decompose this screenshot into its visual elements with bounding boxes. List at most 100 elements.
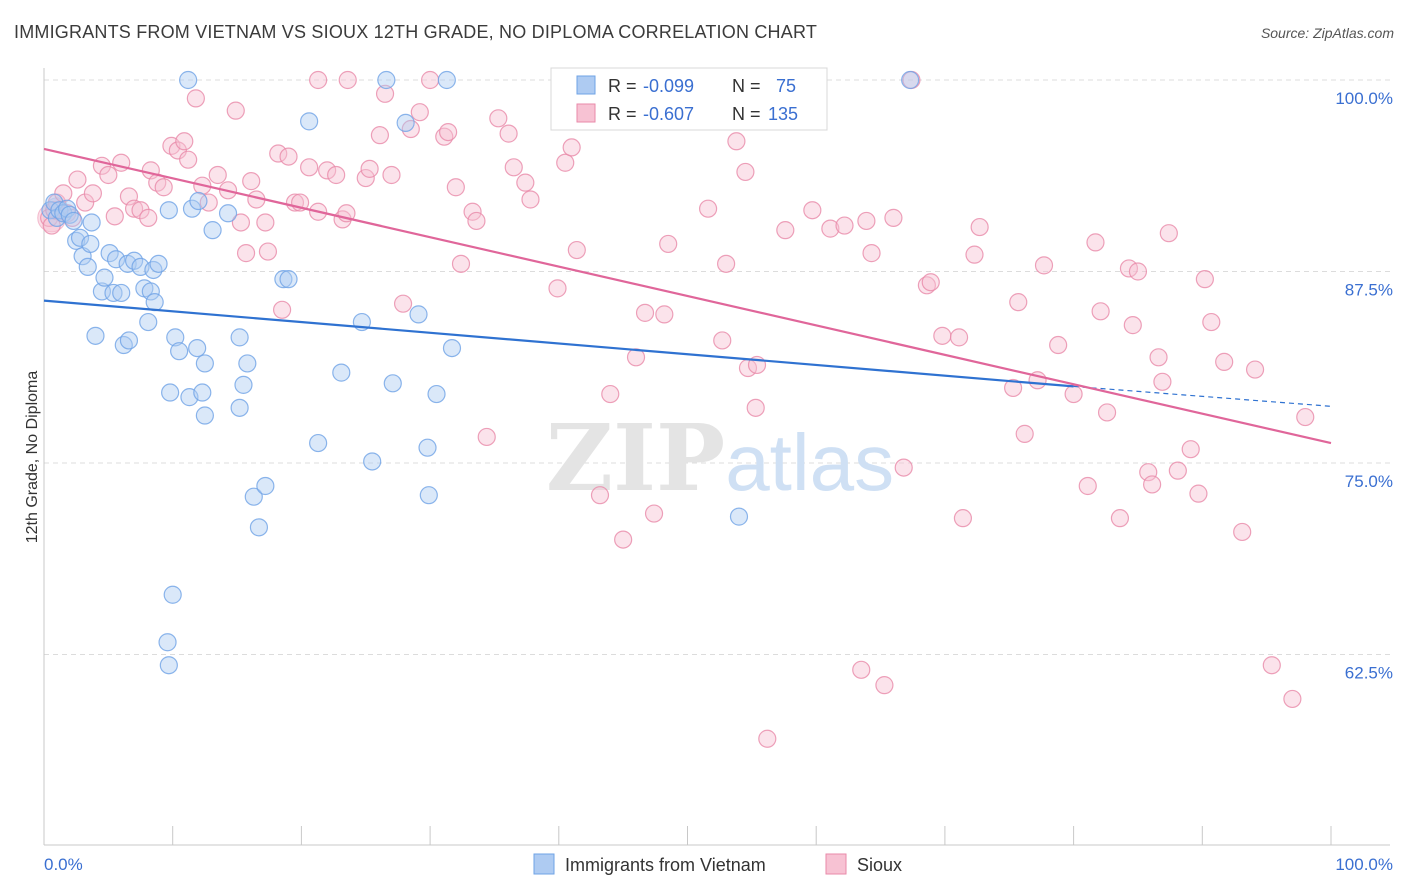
sioux-point: [894, 458, 913, 477]
sioux-point: [835, 216, 854, 235]
sioux-point: [1283, 689, 1302, 709]
sioux-point: [1189, 484, 1208, 503]
sioux-point: [521, 190, 540, 209]
vietnam-point: [179, 70, 198, 90]
sioux-point: [124, 199, 144, 218]
sioux-point: [1262, 656, 1281, 675]
x-tick-label: 0.0%: [44, 855, 83, 874]
sioux-point: [499, 124, 518, 143]
sioux-point: [821, 219, 840, 238]
sioux-point: [644, 504, 664, 523]
sioux-point: [393, 294, 413, 313]
vietnam-point: [158, 633, 177, 652]
sioux-point: [258, 242, 278, 261]
sioux-point: [1009, 293, 1028, 312]
sioux-point: [226, 101, 245, 120]
sioux-point: [99, 165, 118, 185]
vietnam-point: [363, 452, 382, 471]
vietnam-point: [256, 476, 275, 496]
vietnam-point: [119, 331, 139, 350]
vietnam-point: [332, 363, 351, 382]
legend-swatch-sioux: [576, 103, 596, 123]
sioux-point: [1143, 475, 1162, 494]
bottom-legend-label: Immigrants from Vietnam: [565, 855, 766, 875]
vietnam-point: [170, 342, 189, 361]
sioux-point: [1123, 316, 1142, 335]
sioux-point: [463, 202, 482, 221]
vietnam-point: [427, 384, 446, 404]
sioux-point: [154, 178, 173, 197]
sioux-point: [1181, 440, 1200, 459]
vietnam-point: [309, 433, 328, 453]
vietnam-point: [901, 70, 920, 90]
x-tick-labels: 0.0% 100.0%: [44, 855, 1393, 874]
sioux-point: [489, 109, 508, 128]
vietnam-point: [383, 374, 402, 393]
sioux-point: [139, 208, 158, 227]
sioux-point: [375, 84, 395, 103]
sioux-point: [556, 153, 575, 172]
sioux-point: [1245, 360, 1265, 379]
vietnam-point: [161, 383, 180, 402]
vietnam-point: [70, 228, 90, 247]
y-tick-label: 75.0%: [1345, 472, 1393, 491]
vietnam-point: [145, 293, 164, 312]
sioux-point: [1049, 335, 1068, 355]
sioux-point: [256, 213, 275, 232]
vietnam-point: [195, 406, 214, 425]
legend-r-label: R =: [608, 76, 637, 96]
sioux-point: [1086, 233, 1105, 252]
vietnam-point: [274, 270, 293, 289]
y-tick-labels: 100.0% 87.5% 75.0% 62.5%: [1335, 89, 1393, 683]
y-tick-label: 62.5%: [1345, 664, 1393, 683]
sioux-point: [857, 211, 876, 231]
sioux-point: [659, 234, 678, 254]
top-legend: R = -0.099 N = 75 R = -0.607 N = 135: [550, 67, 828, 131]
vietnam-trend-line: [43, 299, 1074, 388]
vietnam-point: [78, 257, 97, 277]
sioux-point: [175, 132, 194, 151]
vietnam-point: [300, 112, 319, 131]
vietnam-point: [104, 283, 123, 303]
sioux-point: [179, 150, 198, 169]
vietnam-point: [86, 326, 105, 345]
sioux-point: [562, 138, 581, 157]
sioux-point: [567, 240, 586, 260]
sioux-point: [1153, 372, 1172, 391]
sioux-point: [1097, 403, 1117, 422]
vietnam-point: [159, 656, 178, 675]
vietnam-point: [95, 268, 114, 287]
axes: [43, 68, 1390, 846]
vietnam-point: [141, 282, 160, 301]
sioux-point: [451, 254, 471, 273]
vietnam-point: [64, 211, 83, 231]
vietnam-point: [409, 305, 428, 324]
sioux-point: [1233, 522, 1252, 542]
sioux-point: [1195, 270, 1214, 289]
vietnam-point: [82, 213, 101, 232]
bottom-legend: Immigrants from Vietnam Sioux: [533, 853, 902, 875]
sioux-point: [131, 201, 150, 220]
vietnam-point: [230, 398, 249, 417]
vietnam-point: [244, 487, 263, 506]
sioux-point: [410, 103, 429, 122]
bottom-legend-swatch-sioux: [825, 853, 847, 875]
sioux-point: [208, 165, 227, 185]
vietnam-point: [92, 282, 112, 301]
vietnam-point: [279, 270, 298, 289]
sioux-point: [231, 213, 251, 232]
vietnam-point: [159, 201, 178, 220]
sioux-point: [953, 509, 973, 528]
vietnam-point: [188, 339, 207, 358]
legend-r-label: R =: [608, 104, 637, 124]
vietnam-point: [418, 438, 437, 457]
sioux-point: [272, 300, 292, 319]
sioux-point: [439, 122, 458, 142]
legend-r-value: -0.607: [643, 104, 694, 124]
sioux-point: [83, 184, 103, 203]
sioux-point: [758, 729, 777, 748]
sioux-point: [446, 178, 465, 197]
vietnam-point: [163, 585, 182, 604]
sioux-point: [516, 173, 535, 192]
sioux-point: [1202, 312, 1221, 332]
